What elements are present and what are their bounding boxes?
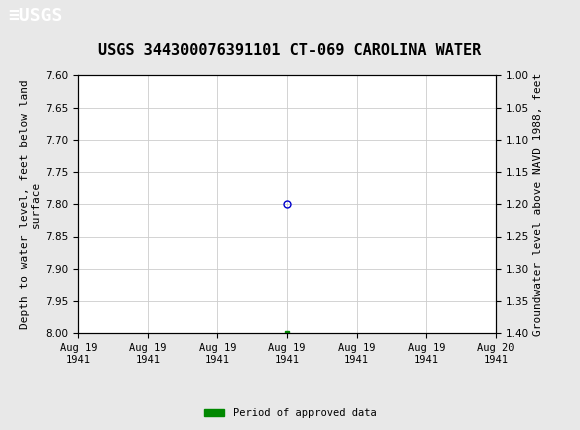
Text: ≡USGS: ≡USGS — [9, 7, 63, 25]
Y-axis label: Depth to water level, feet below land
surface: Depth to water level, feet below land su… — [20, 80, 41, 329]
Text: USGS 344300076391101 CT-069 CAROLINA WATER: USGS 344300076391101 CT-069 CAROLINA WAT… — [99, 43, 481, 58]
Y-axis label: Groundwater level above NAVD 1988, feet: Groundwater level above NAVD 1988, feet — [533, 73, 543, 336]
Legend: Period of approved data: Period of approved data — [200, 404, 380, 423]
